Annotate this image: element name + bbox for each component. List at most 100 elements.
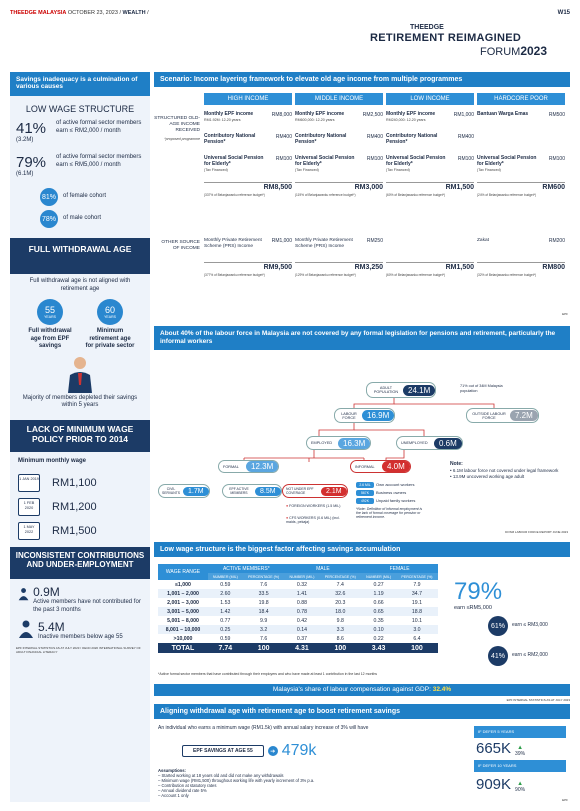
wage-footnote: *Active formal sector members that have … [158, 672, 378, 676]
scenario-cell: (Tax Financed) [204, 167, 228, 172]
wage-range-cell: 8,001 – 10,000 [158, 625, 208, 634]
scenario-cell: Monthly EPF income RM1.92M: 12-20 years [204, 111, 264, 122]
labour-notes: Note: • 6.1M labour force not covered un… [450, 461, 566, 479]
wage-value-cell: 7.4 [336, 581, 344, 588]
calendar-icon: 1 MAY 2022 [18, 522, 40, 540]
stat-41-text: of active formal sector members earn ≤ R… [56, 120, 142, 134]
scenario-section: Scenario: Income layering framework to e… [154, 72, 570, 320]
scenario-cell: RM100 [457, 156, 474, 162]
wage-range-cell: >10,000 [173, 635, 193, 642]
big-79-text: earn ≤RM5,000 [454, 605, 492, 611]
low-wage-title: LOW WAGE STRUCTURE [25, 104, 135, 114]
wage-value-cell: 0.78 [284, 607, 320, 616]
wage-value-cell: 3.0 [395, 625, 438, 634]
wage-value-cell: 7.6 [260, 635, 268, 642]
scenario-cell: RM1.92M: 12-20 years [204, 117, 241, 122]
assumption-item: – Account 1 only [158, 793, 189, 798]
age-55-label: Full withdrawal age from EPF savings [28, 328, 72, 349]
wage-value-cell: 0.88 [296, 599, 308, 606]
inactive-09-value: 0.9M [33, 585, 60, 599]
scenario-cell: (24% of Belanjawanku reference budget*) [477, 193, 537, 197]
scenario-cell [386, 182, 474, 183]
scenario-cell: (32% of Belanjawanku reference budget*) [477, 273, 537, 277]
min-wage-amount: RM1,500 [52, 525, 97, 537]
wage-range-cell: 2,001 – 3,000 [167, 599, 199, 606]
labour-tree-lines [243, 394, 495, 462]
earn-2000-pct: 41% [488, 646, 508, 666]
scenario-cell: (Tax Financed) [386, 167, 410, 172]
wage-value-cell: 0.10 [361, 625, 396, 634]
labour-force-pill: LABOUR FORCE 16.9M [334, 408, 396, 423]
col-hardcore-poor: HARDCORE POOR [477, 93, 565, 105]
unemployed-value: 0.6M [434, 437, 462, 449]
col-male: MALE [284, 564, 362, 573]
labour-share-bar: Malaysia's share of labour compensation … [154, 684, 570, 696]
wage-value-cell: 32.6 [319, 589, 362, 598]
scenario-cell: Monthly Private Retirement Scheme (PRS) … [204, 238, 262, 249]
wage-value-cell: 0.42 [296, 617, 308, 624]
scenario-other-total: RM9,500 [263, 264, 292, 271]
scenario-col-high: Monthly EPF income RM1.92M: 12-20 years RM… [204, 111, 292, 312]
scenario-cell: RM100 [275, 156, 292, 162]
scenario-cell: RM240,000: 12-20 years [386, 117, 426, 122]
employed-pill: EMPLOYED 16.3M [306, 436, 372, 450]
scenario-cell: Contributory National Pension* [204, 133, 256, 145]
scenario-cell: RM8,000 [271, 112, 292, 118]
labour-share-value: 32.4% [432, 686, 452, 693]
formal-pill: FORMAL 12.3M [218, 460, 280, 473]
col-middle-income: MIDDLE INCOME [295, 93, 383, 105]
wage-value-cell: 7.9 [413, 581, 421, 588]
scenario-cell: (60% of Belanjawanku reference budget*) [386, 273, 446, 277]
informal-breakdown: 2.6 MIL Own account workers 567K Busines… [356, 482, 456, 520]
scenario-cell: RM500 [548, 112, 565, 118]
own-account: 2.6 MIL Own account workers [356, 482, 456, 488]
scenario-cell: RM250 [366, 238, 383, 244]
calendar-icon: 1 JAN 2019 [18, 474, 40, 492]
wage-total-cell: 100 [242, 643, 285, 653]
note-title: Note: [450, 461, 463, 467]
scenario-cell: (60% of Belanjawanku reference budget*) [386, 193, 446, 197]
logo-title: RETIREMENT REIMAGINED [370, 32, 522, 44]
epf-savings-value: 479k [281, 742, 317, 759]
wage-value-cell: 0.37 [296, 635, 308, 642]
scenario-cell: Monthly EPF income RM240,000: 12-20 years [386, 111, 446, 122]
stat-79-value: 79% [16, 154, 47, 171]
table-row: 8,001 – 10,000 0.25 3.2 0.14 3.3 0.10 3.0 [158, 625, 438, 634]
wage-total-cell: 100 [319, 643, 362, 653]
issue-date: OCTOBER 23, 2023 [67, 10, 118, 16]
scenario-cell [204, 182, 292, 183]
scenario-cell: RM200 [548, 238, 565, 244]
wage-value-cell: 0.77 [220, 617, 231, 624]
scenario-cell: (Tax Financed) [295, 167, 319, 172]
scenario-cell: Contributory National Pension* [295, 133, 347, 145]
age-55-value: 55 [44, 305, 55, 315]
male-pct-circle: 78% [40, 210, 58, 228]
scenario-cell: Monthly EPF income [386, 111, 436, 117]
align-section: Aligning withdrawal age with retirement … [154, 704, 570, 804]
withdrawal-title: FULL WITHDRAWAL AGE [10, 238, 150, 274]
earn-3000: 61% earn ≤ RM3,000 [488, 616, 548, 636]
scenario-col-poor: Bantuan Warga Emas RM500 Universal Social … [477, 111, 565, 312]
female-cohort: 81% of female cohort [10, 186, 150, 208]
labour-section: About 40% of the labour force in Malaysi… [154, 326, 570, 476]
left-column: Savings inadequacy is a culmination of v… [10, 72, 150, 802]
wage-value-cell: 18.0 [319, 607, 362, 616]
wage-value-cell: 9.9 [260, 617, 268, 624]
scenario-cell: RM400 [457, 134, 474, 140]
scenario-cell: RM100 [548, 156, 565, 162]
stat-41: 41% (3.2M) of active formal sector membe… [10, 118, 150, 152]
wage-value-cell: 9.8 [336, 617, 344, 624]
wage-value-cell: 1.41 [284, 589, 320, 598]
scenario-cell: Monthly Private Retirement Scheme (PRS) … [295, 238, 353, 249]
inactive-54-text: Inactive members below age 55 [38, 634, 123, 640]
wage-value-cell: 19.1 [411, 599, 423, 606]
unemployed-pill: UNEMPLOYED 0.6M [396, 436, 463, 450]
scenario-cell: (Tax Financed) [477, 167, 501, 172]
earn-2000: 41% earn ≤ RM2,000 [488, 646, 548, 666]
wage-header: Low wage structure is the biggest factor… [154, 542, 570, 557]
scenario-total: RM8,500 [263, 184, 292, 191]
business-owners: 567K Business owners [356, 490, 456, 496]
epf-members-pill: EPF ACTIVE MEMBERS 8.5M [222, 484, 282, 498]
not-under-epf-pill: NOT UNDER EPF COVERAGE 2.1M [282, 484, 348, 498]
outside-labour-pill: OUTSIDE LABOUR FORCE 7.2M [466, 408, 539, 423]
